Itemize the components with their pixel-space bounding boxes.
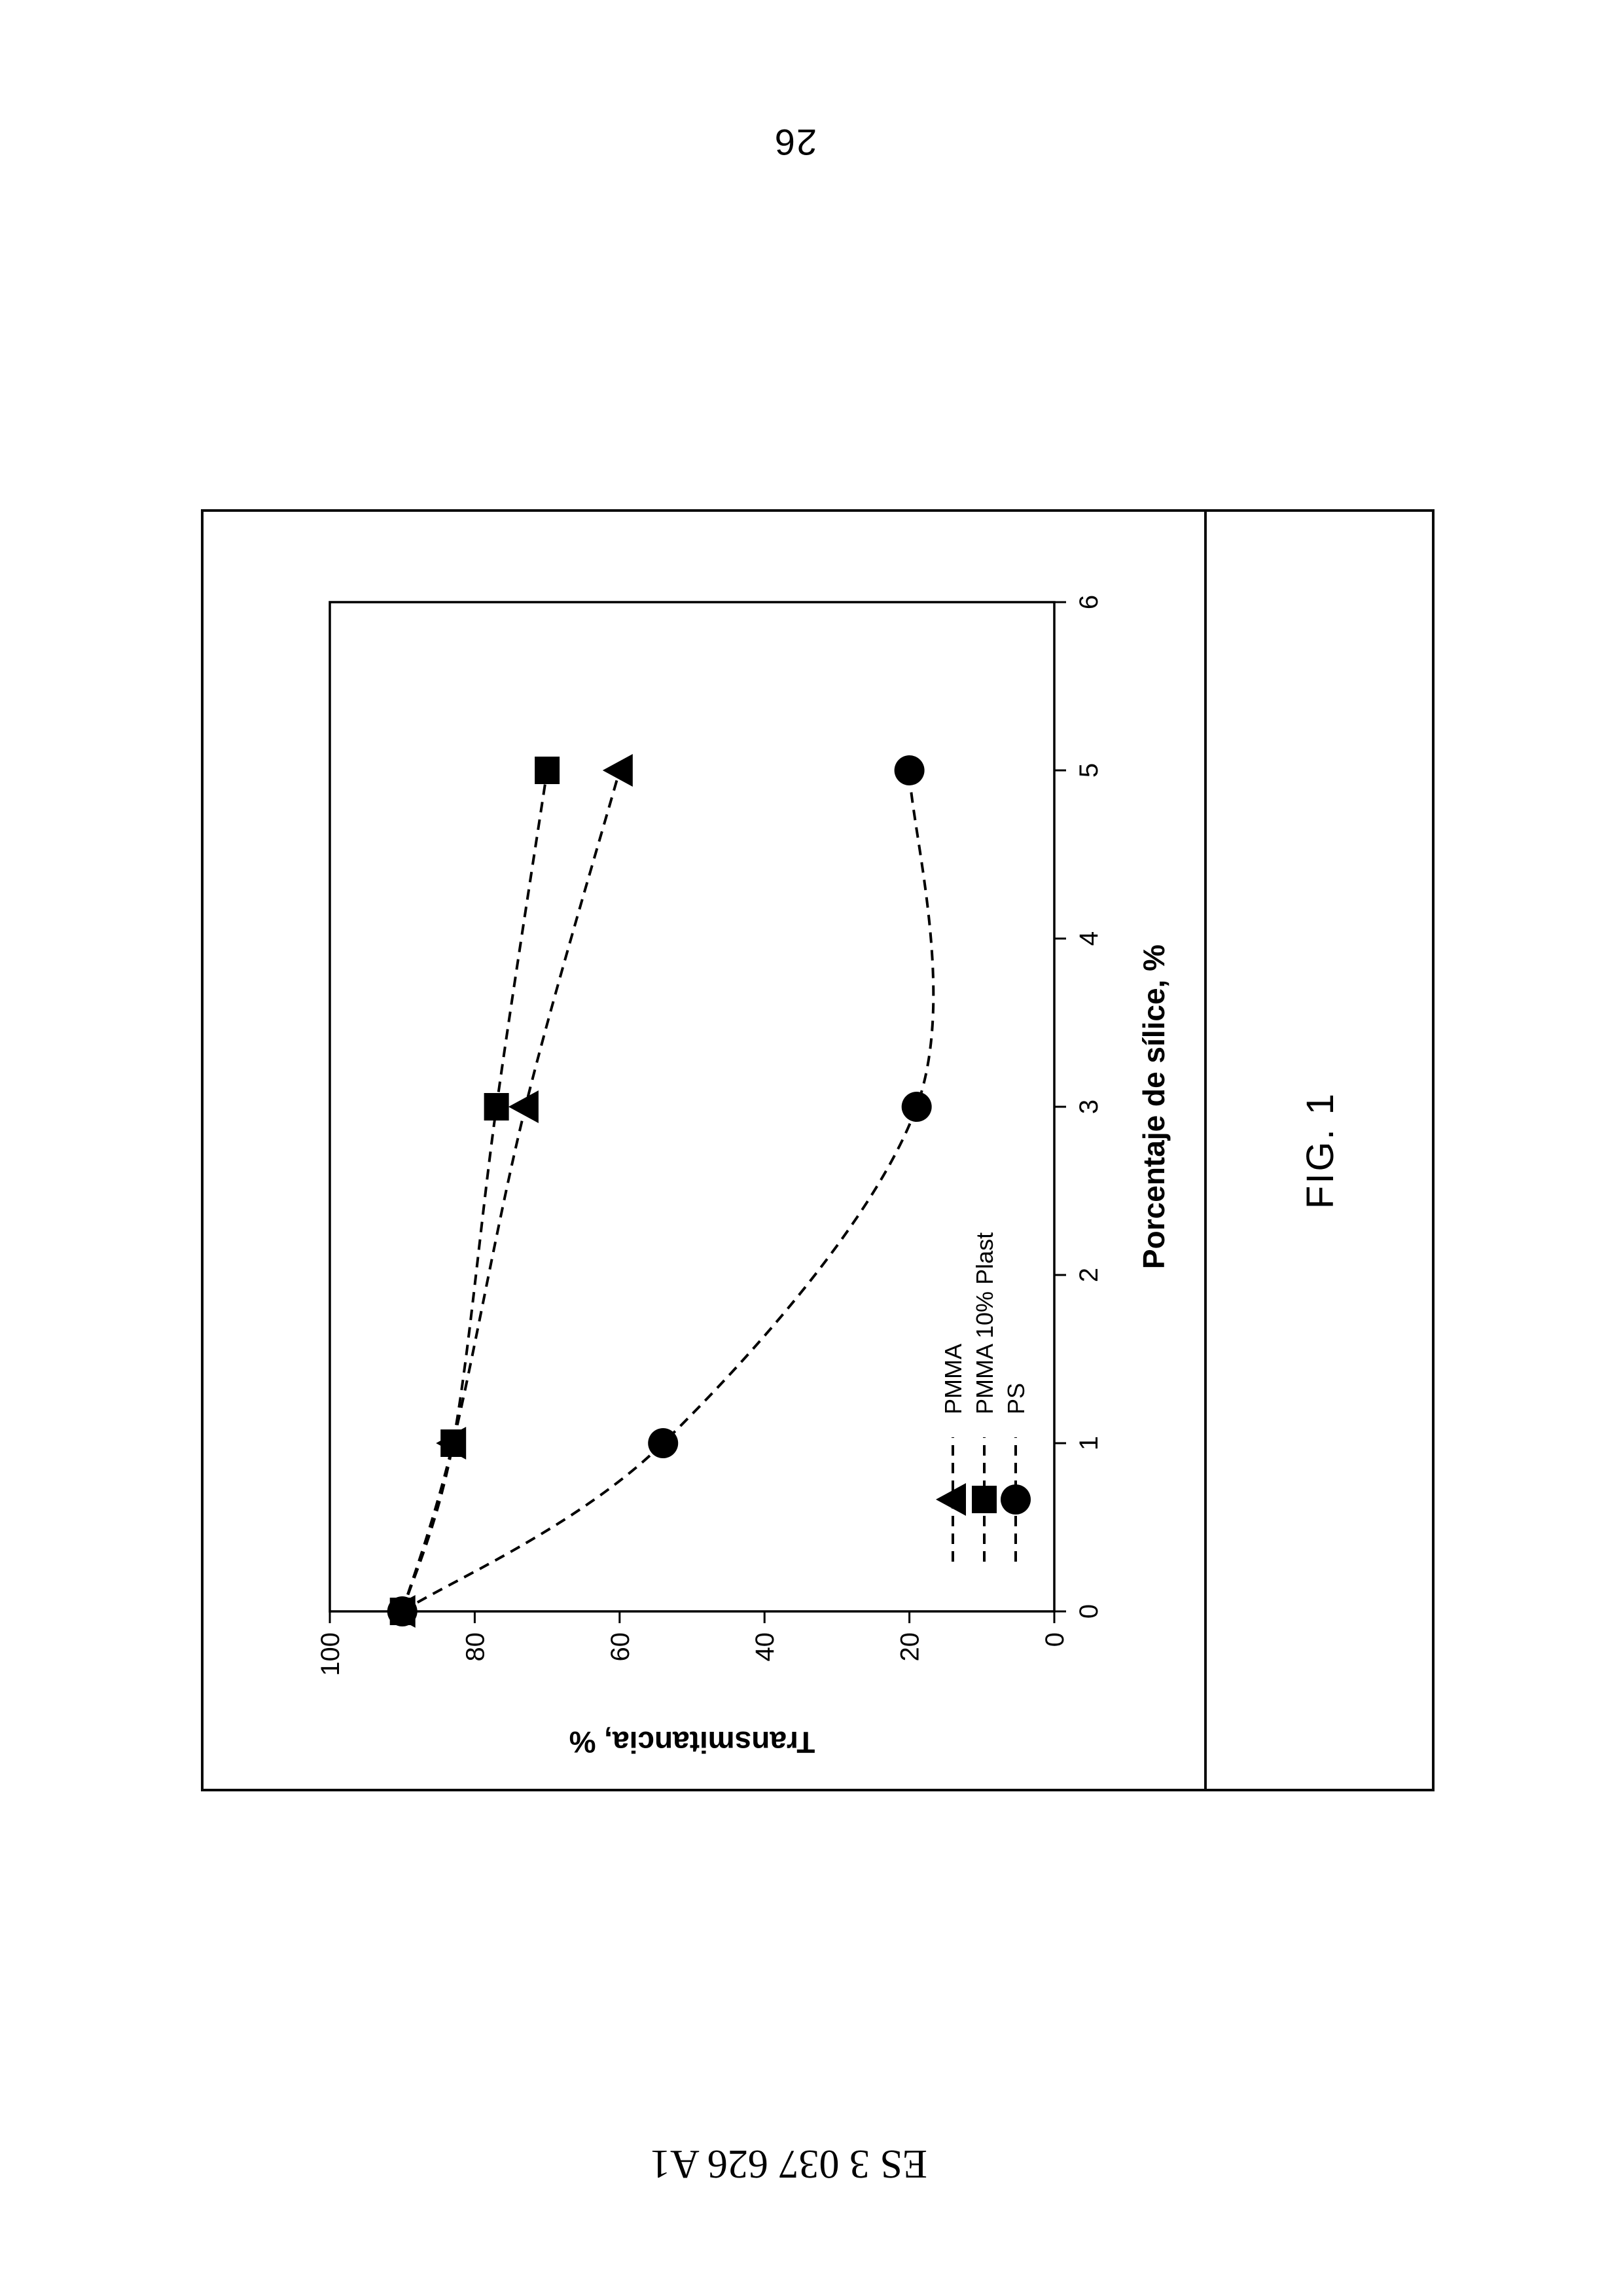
y-tick-label: 0 — [1041, 1632, 1069, 1647]
y-tick-label: 20 — [896, 1632, 925, 1662]
legend-circle-marker — [1001, 1484, 1031, 1515]
legend-item: PMMA 10% Plast — [971, 1232, 998, 1562]
legend-label: PS — [1003, 1383, 1029, 1414]
series-line — [401, 770, 549, 1612]
legend-item: PS — [1001, 1383, 1031, 1562]
x-tick-label: 5 — [1075, 763, 1103, 778]
y-tick-label: 80 — [461, 1632, 490, 1662]
legend-item: PMMA — [936, 1344, 967, 1562]
square-marker — [484, 1093, 509, 1121]
x-tick-label: 4 — [1075, 931, 1103, 946]
legend: PMMA PMMA 10% Plast PS — [936, 1232, 1031, 1562]
figure-box: 0 1 2 3 4 5 6 0 20 40 60 80 100 Porcentaje de sílice,… — [201, 509, 1435, 1791]
series-line — [401, 770, 935, 1613]
figure-label: FIG. 1 — [1299, 1091, 1342, 1210]
square-marker — [389, 1598, 415, 1625]
legend-label: PMMA — [940, 1344, 967, 1414]
square-marker — [440, 1429, 466, 1457]
legend-triangle-marker — [936, 1483, 966, 1516]
series-ps — [387, 755, 935, 1626]
circle-marker — [894, 755, 925, 785]
x-tick-label: 0 — [1075, 1604, 1103, 1619]
x-tick-label: 6 — [1075, 595, 1103, 609]
x-tick-label: 2 — [1075, 1268, 1103, 1282]
series-line — [401, 770, 621, 1612]
triangle-marker — [508, 1090, 539, 1123]
y-tick-label: 100 — [316, 1632, 345, 1676]
patent-publication-number: ES 3 037 626 A1 — [650, 2142, 927, 2186]
square-marker — [535, 757, 560, 784]
legend-label: PMMA 10% Plast — [971, 1232, 998, 1414]
x-tick-label: 3 — [1075, 1100, 1103, 1114]
x-axis-title: Porcentaje de sílice, % — [1137, 944, 1171, 1269]
legend-square-marker — [972, 1486, 997, 1513]
page-number: 26 — [773, 122, 817, 163]
plot-frame — [329, 601, 1056, 1613]
chart-canvas: 0 1 2 3 4 5 6 0 20 40 60 80 100 Porcentaje de sílice,… — [204, 512, 1204, 1789]
y-axis-title: Transmitancia, % — [569, 1725, 815, 1759]
y-tick-label: 40 — [751, 1632, 779, 1662]
circle-marker — [901, 1092, 932, 1122]
circle-marker — [648, 1428, 679, 1458]
y-tick-label: 60 — [606, 1632, 635, 1662]
series-pmma-10-plast — [389, 757, 560, 1625]
x-tick-label: 1 — [1075, 1436, 1103, 1450]
figure-label-cell: FIG. 1 — [1207, 512, 1435, 1789]
series-pmma — [385, 754, 633, 1628]
chart-cell: 0 1 2 3 4 5 6 0 20 40 60 80 100 Porcentaje de sílice,… — [204, 512, 1207, 1789]
triangle-marker — [602, 754, 633, 787]
